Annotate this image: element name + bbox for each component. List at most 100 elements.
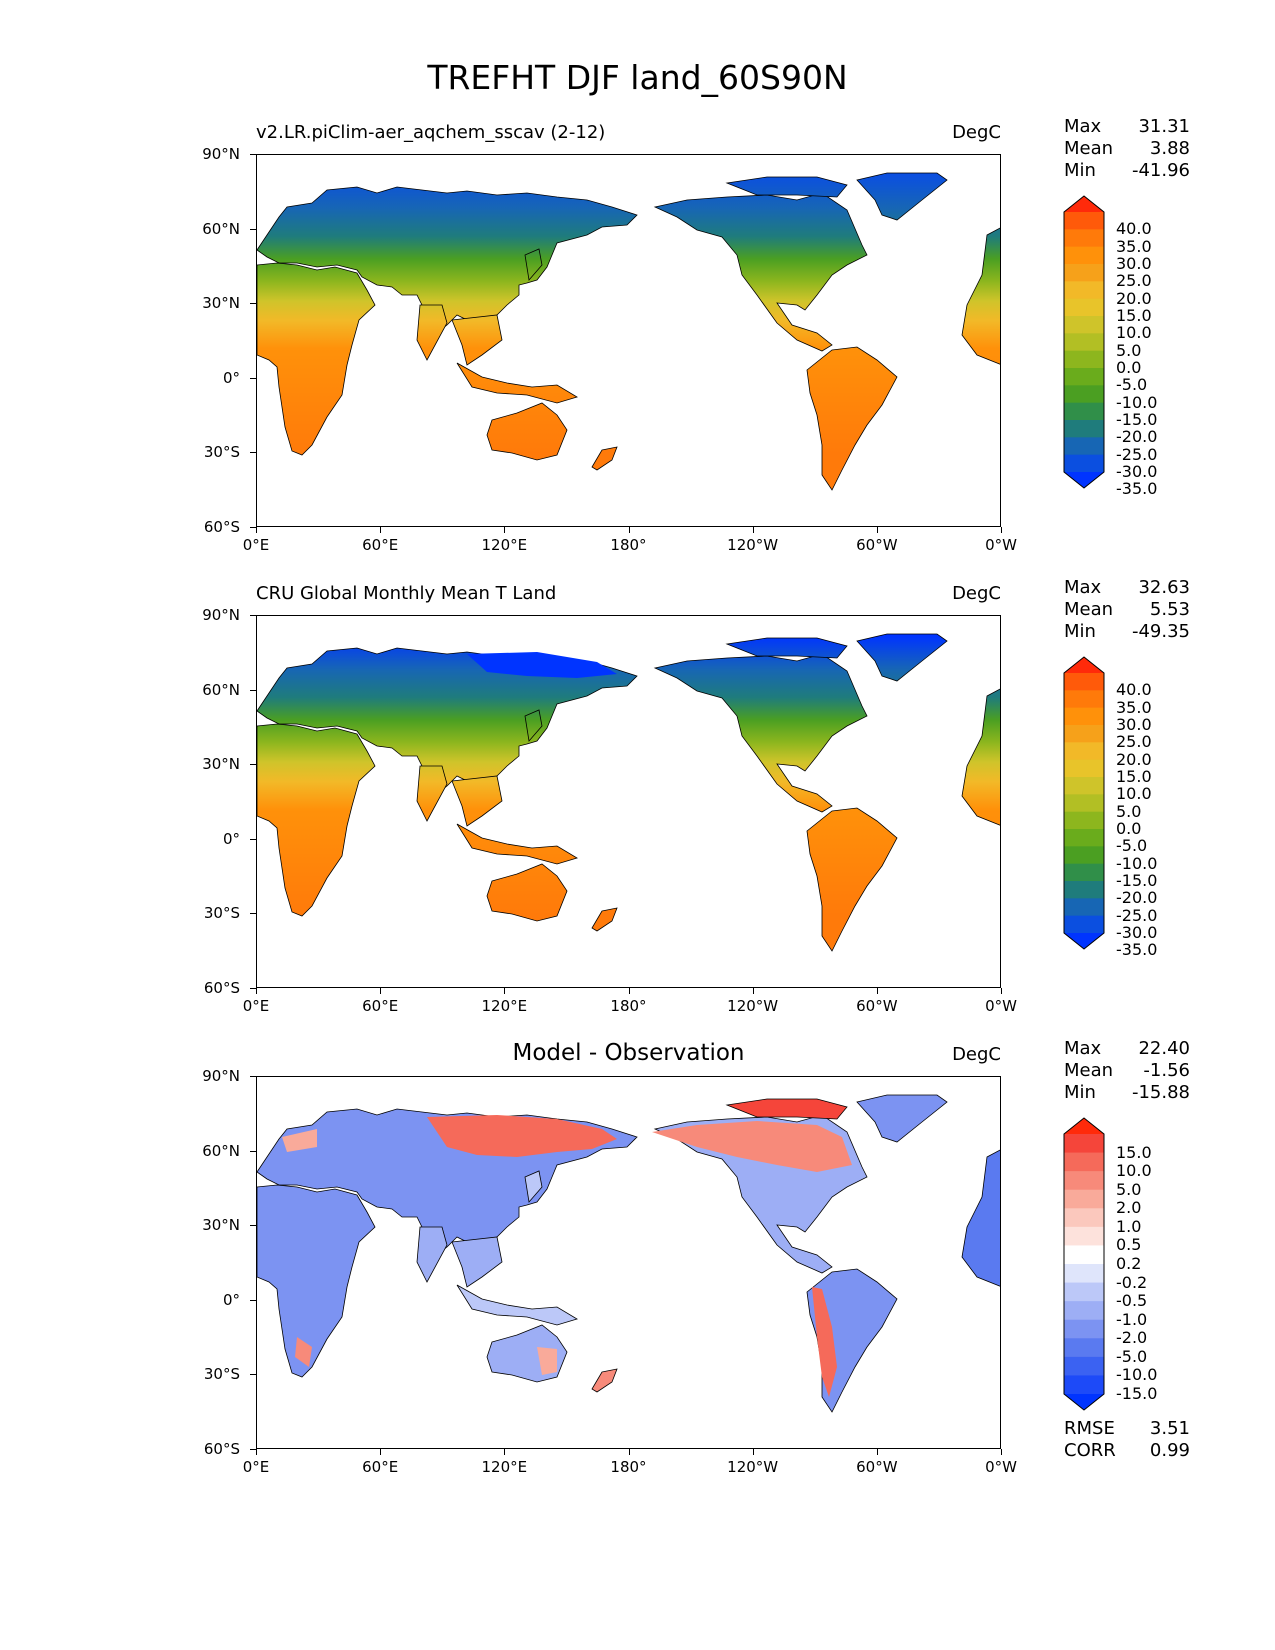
y-tick-mark	[250, 154, 256, 155]
y-tick-mark	[250, 1299, 256, 1301]
y-tick-label: 30°S	[203, 1365, 240, 1384]
stat-label-max: Max	[1064, 577, 1102, 598]
colorbar	[1063, 195, 1105, 489]
colorbar-segment	[1064, 915, 1104, 934]
colorbar-segment	[1064, 1319, 1104, 1339]
x-tick-mark	[628, 527, 630, 533]
colorbar-label: -1.0	[1116, 1309, 1148, 1329]
stat-label-mean: Mean	[1064, 138, 1114, 159]
colorbar-segment	[1064, 759, 1104, 778]
colorbar-label: 20.0	[1116, 288, 1152, 308]
stat-value-mean: -1.56	[1143, 1060, 1190, 1081]
colorbar-label: -0.2	[1116, 1272, 1148, 1292]
colorbar-bottom-extend	[1064, 933, 1104, 949]
x-tick-mark	[380, 1449, 382, 1455]
stat-label-min: Min	[1064, 621, 1096, 642]
indochina-landmass	[451, 775, 503, 827]
colorbar-segment	[1064, 1375, 1104, 1395]
x-tick-mark	[256, 527, 257, 533]
y-tick-mark	[250, 988, 256, 989]
colorbar-segment	[1064, 316, 1104, 334]
panel-units: DegC	[952, 122, 1001, 143]
y-tick-label: 60°S	[203, 1440, 240, 1458]
stat-label-max: Max	[1064, 1038, 1102, 1059]
north-america-landmass	[653, 192, 868, 352]
colorbar-segment	[1064, 1152, 1104, 1172]
figure-title: TREFHT DJF land_60S90N	[427, 58, 848, 97]
colorbar-label: -35.0	[1116, 940, 1158, 960]
greenland-landmass	[856, 633, 948, 682]
y-tick-mark	[250, 615, 256, 616]
y-tick-mark	[250, 1374, 256, 1376]
footer-stat-value-corr: 0.99	[1149, 1440, 1190, 1461]
map-svg	[257, 1094, 1000, 1413]
india-landmass	[416, 1226, 448, 1283]
japan-landmass	[524, 1170, 543, 1203]
colorbar-segment	[1064, 1282, 1104, 1302]
x-tick-label: 60°W	[856, 997, 898, 1015]
new-zealand-landmass	[591, 1368, 618, 1393]
map-panel-1: v2.LR.piClim-aer_aqchem_sscav (2-12) DegC…	[0, 0, 1275, 554]
colorbar-label: -5.0	[1116, 375, 1148, 395]
stat-value-min: -15.88	[1131, 1082, 1190, 1103]
maritime-continent-landmass	[456, 1284, 578, 1326]
colorbar-segment	[1064, 437, 1104, 456]
west-europe-africa-edge-landmass	[961, 688, 1000, 826]
stat-label-min: Min	[1064, 1082, 1096, 1103]
colorbar-segment	[1064, 1171, 1104, 1191]
colorbar-segment	[1064, 264, 1104, 282]
y-tick-label: 60°S	[203, 518, 240, 536]
x-tick-mark	[876, 527, 878, 533]
colorbar-label: -10.0	[1116, 1365, 1158, 1385]
africa-landmass	[257, 1184, 376, 1378]
colorbar-label: 20.0	[1116, 749, 1152, 769]
scandinavia-warm-bias-patch	[282, 1129, 317, 1152]
panel-units: DegC	[952, 583, 1001, 604]
x-tick-label: 180°	[610, 1458, 647, 1476]
colorbar-segment	[1064, 846, 1104, 865]
y-tick-label: 0°	[222, 1290, 240, 1309]
colorbar-segment	[1064, 1134, 1104, 1154]
colorbar-segment	[1064, 1301, 1104, 1321]
colorbar-segment	[1064, 420, 1104, 438]
colorbar-segment	[1064, 881, 1104, 899]
colorbar-segment	[1064, 1356, 1104, 1376]
stat-value-max: 31.31	[1138, 116, 1190, 137]
y-tick-label: 90°N	[202, 1067, 240, 1085]
colorbar-label: 25.0	[1116, 732, 1152, 752]
colorbar-label: -2.0	[1116, 1328, 1148, 1348]
x-tick-mark	[752, 527, 754, 533]
x-tick-label: 0°E	[242, 1458, 270, 1476]
map-frame	[256, 615, 1001, 988]
y-tick-label: 0°	[222, 368, 240, 387]
x-tick-label: 60°E	[362, 1458, 399, 1476]
map-svg	[257, 172, 1000, 491]
arctic-islands-landmass	[725, 176, 848, 198]
x-tick-mark	[1001, 527, 1002, 533]
colorbar-label: 5.0	[1116, 340, 1142, 360]
y-tick-label: 60°N	[202, 1141, 240, 1160]
x-tick-label: 120°W	[727, 536, 779, 554]
x-tick-label: 60°E	[362, 997, 399, 1015]
colorbar-label: -30.0	[1116, 462, 1158, 481]
x-tick-label: 0°W	[985, 536, 1017, 554]
indochina-landmass	[451, 314, 503, 366]
y-tick-mark	[250, 913, 256, 915]
stat-value-mean: 5.53	[1149, 599, 1190, 620]
colorbar-bottom-extend	[1064, 1394, 1104, 1410]
andes-warm-bias-patch	[812, 1287, 837, 1397]
map-frame	[256, 154, 1001, 527]
colorbar-top-extend	[1064, 657, 1104, 673]
y-tick-mark	[250, 689, 256, 691]
x-tick-label: 180°	[610, 997, 647, 1015]
colorbar-segment	[1064, 742, 1104, 761]
y-tick-label: 60°N	[202, 680, 240, 699]
colorbar-label: -0.5	[1116, 1291, 1148, 1311]
colorbar-segment	[1064, 229, 1104, 248]
colorbar-segment	[1064, 454, 1104, 473]
colorbar-segment	[1064, 212, 1104, 230]
y-tick-mark	[250, 452, 256, 454]
colorbar-label: 1.0	[1116, 1216, 1142, 1236]
x-tick-mark	[380, 988, 382, 994]
x-tick-label: 180°	[610, 536, 647, 554]
